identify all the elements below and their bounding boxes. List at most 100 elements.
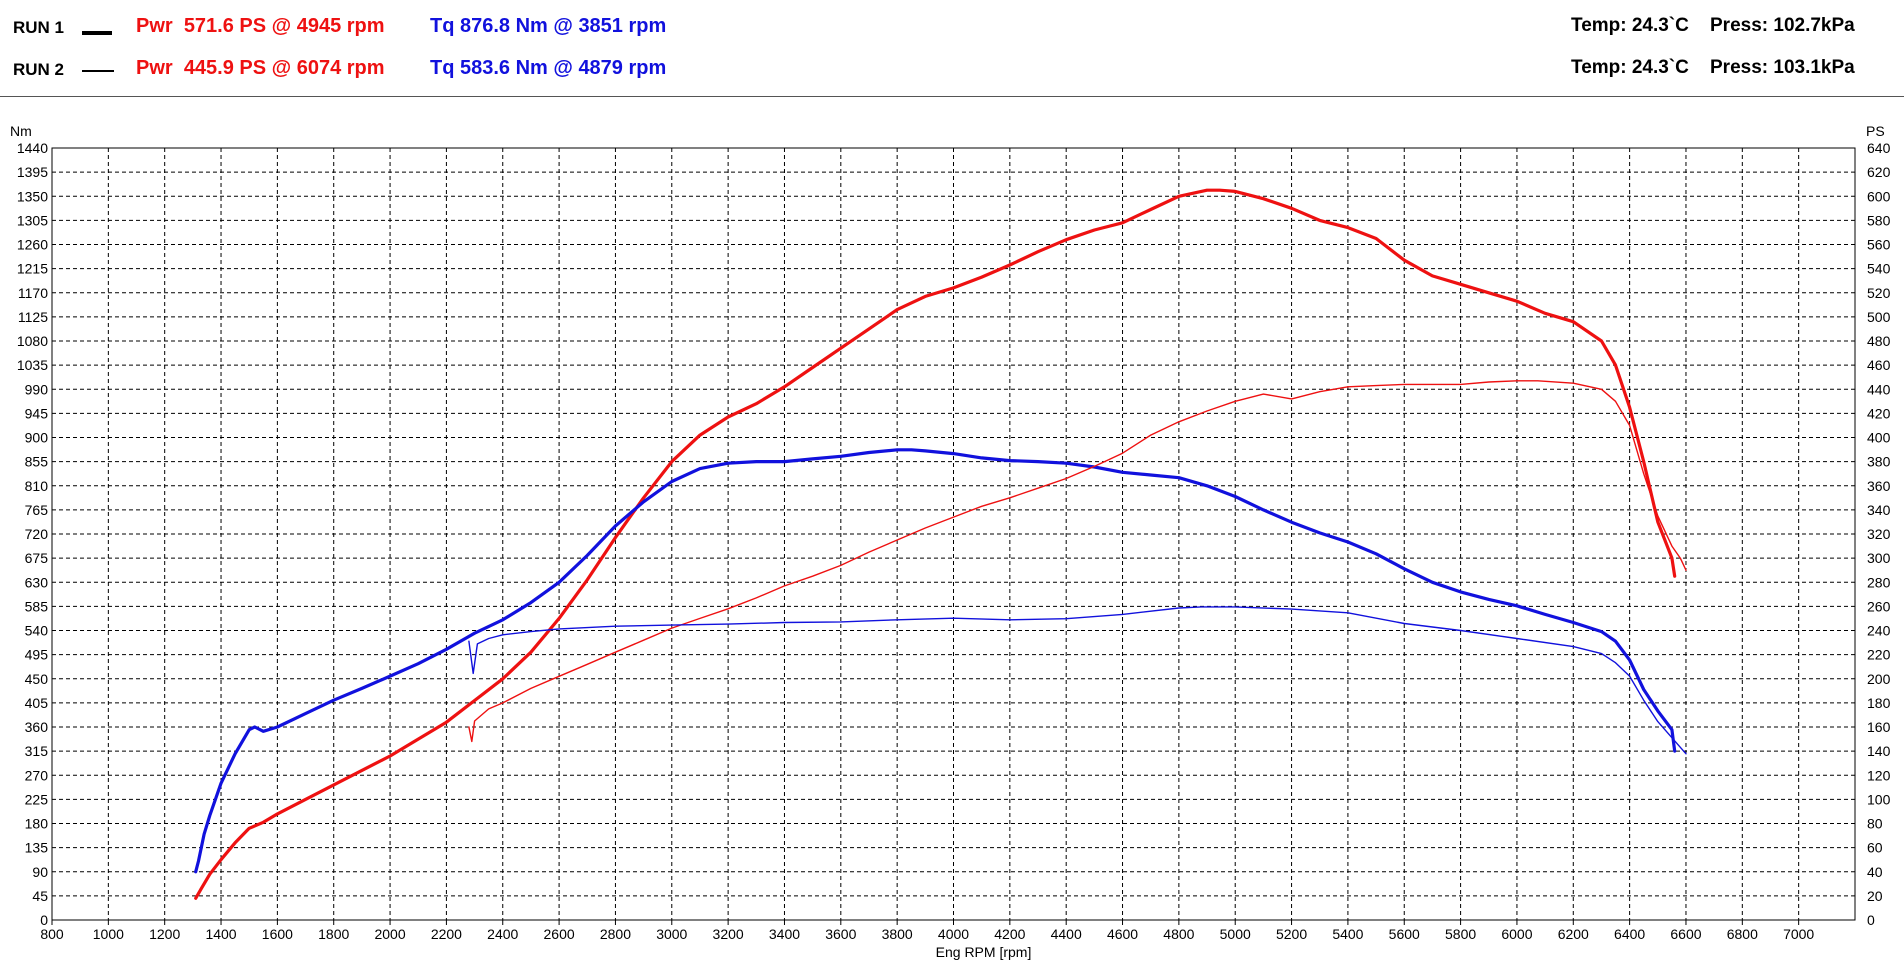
y-right-tick-label: 180: [1867, 695, 1891, 711]
y-right-tick-label: 120: [1867, 767, 1891, 783]
x-tick-label: 6000: [1501, 926, 1532, 942]
y-left-tick-label: 0: [40, 912, 48, 928]
run-2-power-readout: Pwr 445.9 PS @ 6074 rpm: [136, 57, 385, 80]
y-left-tick-label: 990: [25, 381, 49, 397]
header: RUN 1 Pwr 571.6 PS @ 4945 rpm Tq 876.8 N…: [0, 0, 1904, 97]
y-left-tick-label: 180: [25, 816, 49, 832]
y-left-tick-label: 1215: [17, 261, 48, 277]
y-right-tick-label: 420: [1867, 405, 1891, 421]
series-line-4: [468, 606, 1687, 755]
run-1-power-prefix: Pwr: [136, 15, 173, 37]
x-tick-label: 6800: [1727, 926, 1758, 942]
y-right-tick-label: 60: [1867, 840, 1883, 856]
y-left-tick-label: 900: [25, 430, 49, 446]
y-right-tick-label: 620: [1867, 164, 1891, 180]
series-line-2: [194, 448, 1677, 874]
y-right-tick-label: 240: [1867, 623, 1891, 639]
y-right-tick-label: 80: [1867, 816, 1883, 832]
y-left-tick-label: 630: [25, 574, 49, 590]
y-left-axis-label: Nm: [10, 123, 32, 139]
y-right-tick-label: 140: [1867, 743, 1891, 759]
y-right-tick-label: 340: [1867, 502, 1891, 518]
y-left-tick-label: 1350: [17, 188, 48, 204]
x-tick-label: 1000: [93, 926, 124, 942]
y-left-tick-label: 810: [25, 478, 49, 494]
y-left-tick-label: 1395: [17, 164, 48, 180]
x-tick-label: 7000: [1783, 926, 1814, 942]
y-right-tick-label: 300: [1867, 550, 1891, 566]
run-1-row: RUN 1 Pwr 571.6 PS @ 4945 rpm Tq 876.8 N…: [0, 12, 1904, 42]
x-axis-label: Eng RPM [rpm]: [936, 944, 1032, 960]
y-right-tick-label: 480: [1867, 333, 1891, 349]
x-tick-label: 3400: [769, 926, 800, 942]
run-2-power-value: 445.9 PS @ 6074 rpm: [183, 57, 385, 79]
run-1-power-value: 571.6 PS @ 4945 rpm: [183, 15, 385, 37]
y-left-tick-label: 45: [32, 888, 48, 904]
header-divider: [0, 96, 1904, 97]
y-left-tick-label: 495: [25, 647, 49, 663]
y-right-tick-label: 460: [1867, 357, 1891, 373]
series-line-1: [194, 188, 1677, 900]
run-2-temp: Temp: 24.3`C: [1571, 57, 1689, 78]
x-tick-label: 6400: [1614, 926, 1645, 942]
x-tick-label: 2200: [431, 926, 462, 942]
x-tick-label: 800: [40, 926, 64, 942]
y-left-tick-label: 540: [25, 623, 49, 639]
y-right-tick-label: 500: [1867, 309, 1891, 325]
y-left-tick-label: 1440: [17, 140, 48, 156]
y-left-tick-label: 1125: [18, 309, 48, 325]
run-2-power-prefix: Pwr: [136, 57, 173, 79]
x-tick-label: 5800: [1445, 926, 1476, 942]
x-tick-label: 5600: [1389, 926, 1420, 942]
x-tick-label: 5200: [1276, 926, 1307, 942]
y-right-tick-label: 0: [1867, 912, 1875, 928]
run-1-torque-readout: Tq 876.8 Nm @ 3851 rpm: [430, 15, 667, 37]
x-tick-label: 4400: [1051, 926, 1082, 942]
y-right-tick-label: 580: [1867, 212, 1891, 228]
x-tick-label: 6600: [1670, 926, 1701, 942]
run-2-torque-readout: Tq 583.6 Nm @ 4879 rpm: [430, 57, 667, 79]
y-right-tick-label: 280: [1867, 574, 1891, 590]
plot-frame: [51, 147, 1856, 921]
y-right-tick-label: 380: [1867, 454, 1891, 470]
x-tick-label: 3000: [656, 926, 687, 942]
y-right-axis-label: PS: [1866, 123, 1885, 139]
y-left-tick-label: 855: [25, 454, 49, 470]
y-right-tick-label: 40: [1867, 864, 1883, 880]
y-right-tick-label: 20: [1867, 888, 1883, 904]
x-tick-label: 4000: [938, 926, 969, 942]
run-1-press: Press: 102.7kPa: [1710, 15, 1855, 36]
run-1-temp: Temp: 24.3`C: [1571, 15, 1689, 36]
x-tick-label: 5400: [1332, 926, 1363, 942]
x-tick-label: 4200: [994, 926, 1025, 942]
y-left-tick-label: 90: [32, 864, 48, 880]
y-right-tick-label: 200: [1867, 671, 1891, 687]
y-right-tick-label: 260: [1867, 598, 1891, 614]
y-left-tick-label: 1305: [17, 212, 48, 228]
run-2-label: RUN 2: [13, 60, 65, 79]
y-left-tick-label: 270: [25, 767, 49, 783]
y-left-tick-label: 1080: [17, 333, 48, 349]
x-tick-label: 1200: [149, 926, 180, 942]
y-right-tick-label: 160: [1867, 719, 1891, 735]
y-right-tick-label: 600: [1867, 188, 1891, 204]
y-right-tick-label: 220: [1867, 647, 1891, 663]
x-tick-label: 5000: [1220, 926, 1251, 942]
y-left-tick-label: 405: [25, 695, 49, 711]
y-right-tick-label: 360: [1867, 478, 1891, 494]
x-tick-label: 2600: [544, 926, 575, 942]
y-right-tick-label: 440: [1867, 381, 1891, 397]
y-right-tick-label: 540: [1867, 261, 1891, 277]
y-right-tick-label: 320: [1867, 526, 1891, 542]
run-1-line-swatch: [82, 31, 112, 35]
x-tick-label: 3800: [882, 926, 913, 942]
y-left-tick-label: 720: [25, 526, 49, 542]
y-right-tick-label: 560: [1867, 237, 1891, 253]
x-tick-label: 6200: [1558, 926, 1589, 942]
y-right-tick-label: 640: [1867, 140, 1891, 156]
y-right-tick-label: 520: [1867, 285, 1891, 301]
y-left-tick-label: 315: [25, 743, 49, 759]
x-tick-label: 1800: [318, 926, 349, 942]
x-tick-label: 2800: [600, 926, 631, 942]
